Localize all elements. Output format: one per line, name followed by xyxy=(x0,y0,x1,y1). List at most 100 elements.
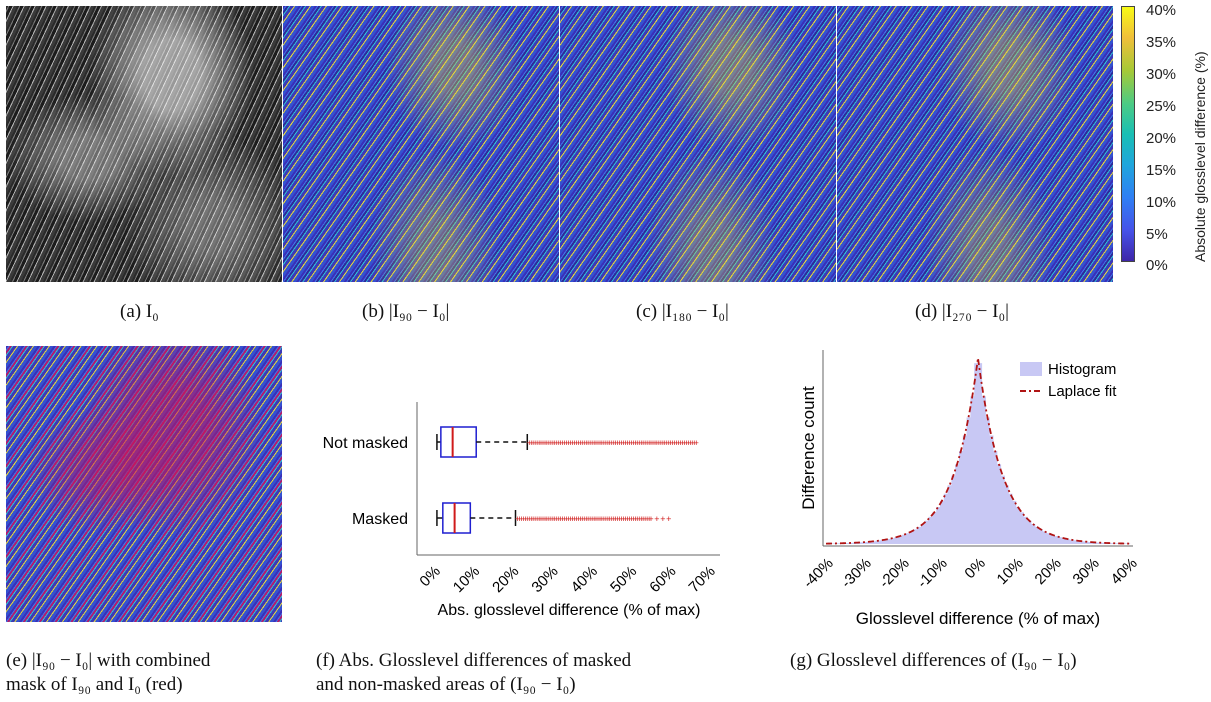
outlier-marker: + xyxy=(603,514,608,524)
outlier-marker: + xyxy=(589,438,594,448)
outlier-marker: + xyxy=(560,438,565,448)
outlier-marker: + xyxy=(688,438,693,448)
outlier-marker: + xyxy=(521,514,526,524)
outlier-marker: + xyxy=(603,438,608,448)
histogram-bar xyxy=(985,417,990,544)
outlier-marker: + xyxy=(627,438,632,448)
histogram-bar xyxy=(966,417,971,544)
legend-fit-label: Laplace fit xyxy=(1048,383,1117,400)
outlier-marker: + xyxy=(609,514,614,524)
histogram-bar xyxy=(1099,542,1104,544)
outlier-marker: + xyxy=(536,438,541,448)
histogram-bar xyxy=(1012,500,1017,544)
outlier-marker: + xyxy=(607,514,612,524)
colorbar-tick: 35% xyxy=(1146,34,1177,51)
outlier-marker: + xyxy=(666,438,671,448)
outlier-marker: + xyxy=(548,438,553,448)
boxplot-category-label: Not masked xyxy=(323,435,408,452)
outlier-marker: + xyxy=(631,438,636,448)
outlier-marker: + xyxy=(580,438,585,448)
histogram-bar xyxy=(978,363,983,544)
outlier-marker: + xyxy=(562,438,567,448)
outlier-marker: + xyxy=(552,514,557,524)
histogram-bar xyxy=(936,507,941,544)
outlier-marker: + xyxy=(527,514,532,524)
histogram-bar xyxy=(917,526,922,544)
x-tick-label: 70% xyxy=(686,563,719,596)
outlier-marker: + xyxy=(658,438,663,448)
outlier-marker: + xyxy=(670,438,675,448)
outlier-marker: + xyxy=(558,514,563,524)
outlier-marker: + xyxy=(591,438,596,448)
x-tick-label: 0% xyxy=(416,563,443,590)
hist-x-axis-label: Glosslevel difference (% of max) xyxy=(856,609,1100,628)
outlier-marker: + xyxy=(625,438,630,448)
outlier-marker: + xyxy=(523,514,528,524)
outlier-marker: + xyxy=(613,438,618,448)
outlier-marker: + xyxy=(529,514,534,524)
colorbar-tick: 30% xyxy=(1146,66,1177,83)
outlier-marker: + xyxy=(690,438,695,448)
x-tick-label: -10% xyxy=(914,555,951,592)
outlier-marker: + xyxy=(625,514,630,524)
outlier-marker: + xyxy=(621,438,626,448)
outlier-marker: + xyxy=(548,514,553,524)
histogram-bar xyxy=(886,538,891,544)
colorbar xyxy=(1121,6,1135,262)
outlier-marker: + xyxy=(540,514,545,524)
histogram-bar xyxy=(1027,520,1032,544)
outlier-marker: + xyxy=(680,438,685,448)
histogram-bar xyxy=(1114,543,1119,544)
outlier-marker: + xyxy=(534,514,539,524)
outlier-marker: + xyxy=(558,438,563,448)
histogram-bar xyxy=(1042,531,1047,544)
histogram-chart: -40% -30% -20% -10% 0% 10% 20% 30% 40% Histogram… xyxy=(799,350,1141,628)
histogram-bar xyxy=(905,533,910,544)
outlier-marker: + xyxy=(542,514,547,524)
outlier-marker: + xyxy=(631,514,636,524)
outlier-marker: + xyxy=(580,514,585,524)
caption-c: (c) |I₁₈₀ − I₀| xyxy=(636,301,729,322)
outlier-marker: + xyxy=(564,514,569,524)
histogram-bar xyxy=(1023,516,1028,544)
histogram-bar xyxy=(1061,538,1066,544)
histogram-bar xyxy=(902,534,907,544)
histogram-bar xyxy=(1008,493,1013,544)
outlier-marker: + xyxy=(584,438,589,448)
outlier-marker: + xyxy=(529,438,534,448)
outlier-marker: + xyxy=(572,514,577,524)
hist-y-axis-label: Difference count xyxy=(799,386,818,510)
x-tick-label: -30% xyxy=(838,555,875,592)
histogram-bar xyxy=(871,541,876,544)
colorbar-tick: 15% xyxy=(1146,162,1177,179)
x-tick-label: 0% xyxy=(961,555,988,582)
outlier-marker: + xyxy=(597,514,602,524)
outlier-marker: + xyxy=(615,438,620,448)
outlier-marker: + xyxy=(574,438,579,448)
histogram-bar xyxy=(837,543,842,544)
histogram-bar xyxy=(959,450,964,544)
histogram-bar xyxy=(909,531,914,544)
outlier-marker: + xyxy=(531,438,536,448)
outlier-marker: + xyxy=(554,514,559,524)
outlier-marker: + xyxy=(617,438,622,448)
outlier-marker: + xyxy=(586,438,591,448)
boxplot-category-label: Masked xyxy=(352,511,408,528)
outlier-marker: + xyxy=(542,438,547,448)
outlier-marker: + xyxy=(635,514,640,524)
histogram-bar xyxy=(1004,485,1009,544)
histogram-bar xyxy=(875,540,880,544)
outlier-marker: + xyxy=(660,438,665,448)
outlier-marker: + xyxy=(648,438,653,448)
outlier-marker: + xyxy=(601,438,606,448)
outlier-marker: + xyxy=(593,514,598,524)
histogram-bar xyxy=(1095,542,1100,544)
outlier-marker: + xyxy=(648,514,653,524)
histogram-bar xyxy=(993,450,998,544)
histogram-bar xyxy=(1084,541,1089,544)
image-diff-90-masked xyxy=(6,346,282,622)
outlier-marker: + xyxy=(684,438,689,448)
histogram-bar xyxy=(974,363,979,544)
legend-histogram-swatch xyxy=(1020,362,1042,376)
caption-e-line2: mask of I₉₀ and I₀ (red) xyxy=(6,674,183,695)
